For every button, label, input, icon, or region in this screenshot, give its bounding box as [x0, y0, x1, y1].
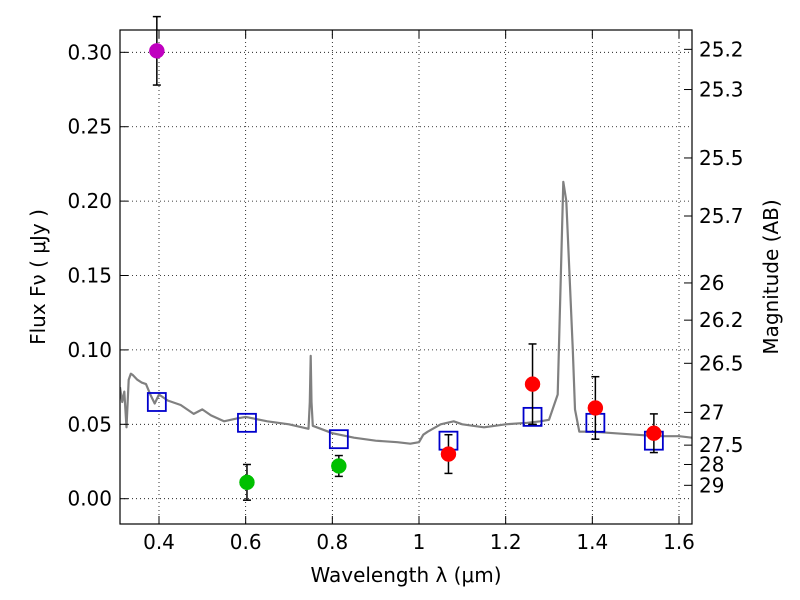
y-tick-label: 0.10	[67, 338, 112, 362]
plot-frame	[119, 29, 693, 525]
y-axis-label: Flux Fν ( μJy )	[26, 209, 50, 345]
y-tick-label: 0.25	[67, 115, 112, 139]
right-tick-label: 27	[699, 400, 724, 424]
x-tick-label: 0.8	[316, 530, 348, 554]
data-point-magenta	[149, 43, 165, 59]
right-tick-label: 25.7	[699, 204, 744, 228]
model-photometry-square	[328, 429, 349, 450]
model-photometry-square	[237, 412, 257, 433]
marker-layer	[146, 15, 664, 501]
tick-layer: 0.4 0.6 0.8 1 1.2 1.4 1.6 0.00 0.05 0.10 0.15 0.20 0…	[67, 30, 744, 554]
right-tick-label: 28	[699, 452, 724, 476]
right-tick-label: 26.5	[699, 351, 744, 375]
x-tick-label: 1	[413, 530, 426, 554]
data-point-red	[440, 446, 457, 462]
right-tick-label: 27.5	[699, 433, 744, 457]
grid-layer	[120, 30, 692, 524]
data-point-green	[239, 474, 255, 491]
y-tick-label: 0.15	[67, 264, 112, 288]
y-tick-label: 0.00	[67, 487, 112, 511]
data-point-red	[524, 376, 541, 392]
x-tick-label: 1.6	[663, 530, 695, 554]
right-tick-label: 25.3	[699, 78, 744, 102]
right-tick-label: 26.2	[699, 308, 744, 332]
data-point-red	[587, 400, 604, 416]
x-tick-label: 1.4	[576, 530, 608, 554]
model-sed-line	[120, 180, 692, 445]
right-tick-label: 25.2	[699, 37, 744, 61]
right-tick-label: 25.5	[699, 146, 744, 170]
x-tick-label: 1.2	[490, 530, 522, 554]
y-tick-label: 0.30	[67, 40, 112, 64]
data-point-red	[646, 425, 662, 441]
x-axis-label: Wavelength λ (μm)	[310, 563, 501, 587]
x-tick-label: 0.4	[143, 530, 175, 554]
y-tick-label: 0.20	[67, 189, 112, 213]
y-tick-label: 0.05	[67, 412, 112, 436]
right-tick-label: 26	[699, 271, 724, 295]
sed-layer	[120, 180, 692, 445]
right-axis-label: Magnitude (AB)	[759, 199, 783, 354]
right-tick-label: 29	[699, 473, 724, 497]
model-photometry-square	[146, 392, 167, 412]
x-tick-label: 0.6	[230, 530, 262, 554]
data-point-green	[331, 458, 347, 474]
